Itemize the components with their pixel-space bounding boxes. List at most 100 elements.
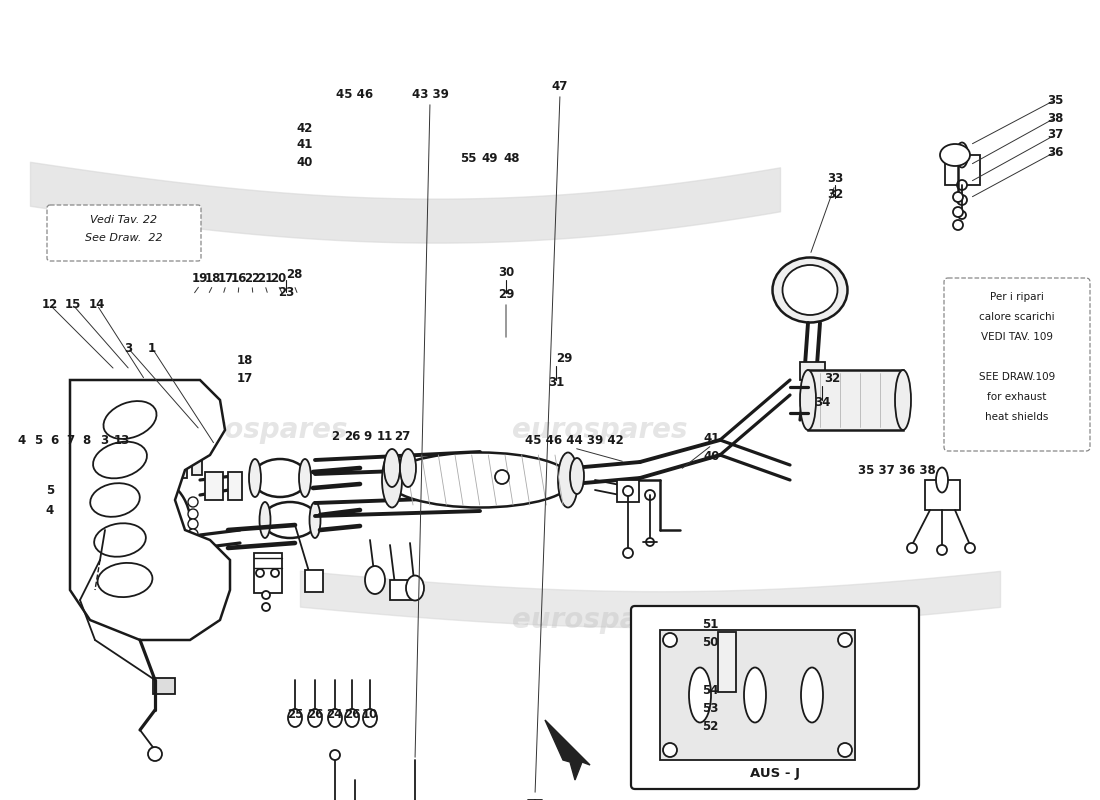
- Ellipse shape: [118, 501, 142, 519]
- Text: AUS - J: AUS - J: [750, 766, 800, 779]
- Text: 18: 18: [236, 354, 253, 366]
- Bar: [945, 155, 980, 185]
- Text: 35 37 36 38: 35 37 36 38: [858, 463, 936, 477]
- Ellipse shape: [299, 459, 311, 497]
- Ellipse shape: [328, 709, 342, 727]
- Text: VEDI TAV. 109: VEDI TAV. 109: [981, 332, 1053, 342]
- Ellipse shape: [936, 467, 948, 493]
- Circle shape: [262, 591, 270, 599]
- Text: 28: 28: [286, 269, 302, 282]
- Circle shape: [645, 490, 654, 500]
- Text: 40: 40: [704, 450, 720, 462]
- Text: 38: 38: [1047, 111, 1064, 125]
- Ellipse shape: [95, 523, 146, 557]
- Text: 13: 13: [114, 434, 130, 446]
- Ellipse shape: [90, 483, 140, 517]
- Ellipse shape: [363, 709, 377, 727]
- Bar: [390, 580, 412, 600]
- Circle shape: [623, 548, 632, 558]
- Circle shape: [148, 747, 162, 761]
- Circle shape: [188, 509, 198, 519]
- Circle shape: [953, 220, 962, 230]
- Ellipse shape: [744, 667, 766, 722]
- Text: 32: 32: [827, 189, 843, 202]
- Text: 5: 5: [34, 434, 42, 446]
- Ellipse shape: [558, 453, 578, 507]
- Circle shape: [663, 633, 676, 647]
- Text: eurospares: eurospares: [513, 606, 688, 634]
- Ellipse shape: [801, 667, 823, 722]
- Text: 29: 29: [498, 289, 514, 302]
- Text: 26: 26: [344, 430, 360, 442]
- Circle shape: [188, 540, 198, 550]
- Text: 33: 33: [827, 171, 843, 185]
- Text: eurospares: eurospares: [513, 416, 688, 444]
- Ellipse shape: [124, 424, 146, 440]
- Circle shape: [838, 743, 853, 757]
- Bar: [660, 630, 855, 760]
- Ellipse shape: [308, 709, 322, 727]
- Text: 23: 23: [278, 286, 294, 299]
- Text: 51: 51: [702, 618, 718, 631]
- Text: 47: 47: [552, 81, 569, 94]
- Text: 45 46: 45 46: [337, 89, 374, 102]
- Text: 55: 55: [460, 151, 476, 165]
- Text: 3: 3: [100, 434, 108, 446]
- Text: 22: 22: [244, 271, 260, 285]
- Ellipse shape: [309, 502, 320, 538]
- Bar: [228, 472, 242, 500]
- Circle shape: [256, 569, 264, 577]
- Text: 27: 27: [394, 430, 410, 442]
- Ellipse shape: [94, 442, 147, 478]
- Text: 29: 29: [556, 351, 572, 365]
- Circle shape: [495, 470, 509, 484]
- Circle shape: [623, 486, 632, 496]
- Text: heat shields: heat shields: [986, 412, 1048, 422]
- Text: Vedi Tav. 22: Vedi Tav. 22: [90, 215, 157, 225]
- Ellipse shape: [288, 709, 302, 727]
- Text: 2: 2: [331, 430, 339, 442]
- Ellipse shape: [782, 265, 837, 315]
- Circle shape: [957, 195, 967, 205]
- Circle shape: [953, 192, 962, 202]
- Circle shape: [646, 538, 654, 546]
- Text: 5: 5: [46, 483, 54, 497]
- Circle shape: [188, 519, 198, 529]
- Text: 20: 20: [270, 271, 286, 285]
- Circle shape: [663, 743, 676, 757]
- Text: 37: 37: [1047, 129, 1063, 142]
- Ellipse shape: [406, 575, 424, 601]
- Bar: [718, 632, 736, 692]
- Ellipse shape: [387, 453, 572, 507]
- Text: 19: 19: [191, 271, 208, 285]
- Ellipse shape: [689, 667, 711, 722]
- Text: 52: 52: [702, 719, 718, 733]
- Ellipse shape: [141, 438, 163, 455]
- Text: SEE DRAW.109: SEE DRAW.109: [979, 372, 1055, 382]
- Text: 48: 48: [504, 151, 520, 165]
- Text: 43 39: 43 39: [411, 89, 449, 102]
- Circle shape: [188, 497, 198, 507]
- Ellipse shape: [384, 449, 400, 487]
- Circle shape: [188, 529, 198, 539]
- Text: 7: 7: [66, 434, 74, 446]
- Text: 6: 6: [50, 434, 58, 446]
- Bar: [254, 553, 282, 593]
- Ellipse shape: [103, 401, 156, 439]
- PathPatch shape: [70, 380, 230, 640]
- Text: 34: 34: [814, 395, 830, 409]
- Ellipse shape: [136, 513, 160, 531]
- Ellipse shape: [110, 408, 186, 502]
- Text: 12: 12: [42, 298, 58, 311]
- Circle shape: [838, 633, 853, 647]
- Text: 36: 36: [1047, 146, 1064, 158]
- Text: 10: 10: [362, 709, 378, 722]
- Ellipse shape: [365, 566, 385, 594]
- Text: 17: 17: [218, 271, 234, 285]
- Circle shape: [330, 750, 340, 760]
- Text: 42: 42: [297, 122, 313, 134]
- Ellipse shape: [126, 536, 150, 554]
- Ellipse shape: [249, 459, 261, 497]
- Text: See Draw.  22: See Draw. 22: [85, 233, 163, 243]
- Text: 14: 14: [89, 298, 106, 311]
